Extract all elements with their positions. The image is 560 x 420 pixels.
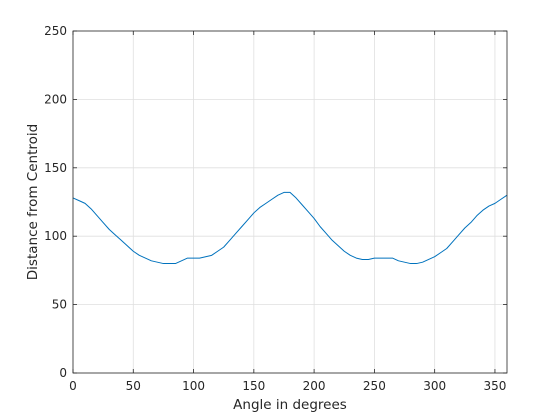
y-tick-label: 50 — [52, 298, 67, 312]
series-line — [72, 191, 508, 265]
x-tick-label: 100 — [182, 379, 205, 393]
x-tick-labels: 0 50 100 150 200 250 300 350 — [69, 379, 506, 393]
x-tick-label: 0 — [69, 379, 77, 393]
x-tick-label: 200 — [303, 379, 326, 393]
x-axis-label: Angle in degrees — [233, 397, 347, 413]
y-tick-label: 150 — [44, 161, 67, 175]
x-gridlines — [72, 31, 496, 373]
series-layer — [72, 191, 508, 265]
x-tick-label: 150 — [242, 379, 265, 393]
y-tick-label: 200 — [44, 92, 67, 106]
x-tick-label: 50 — [126, 379, 141, 393]
plot-area — [73, 31, 507, 373]
y-tick-label: 250 — [44, 24, 67, 38]
y-tick-label: 100 — [44, 229, 67, 243]
y-tick-labels: 0 50 100 150 200 250 — [44, 24, 67, 380]
x-tick-label: 350 — [483, 379, 506, 393]
x-tick-label: 300 — [423, 379, 446, 393]
y-tick-label: 0 — [59, 366, 67, 380]
plot-border — [72, 30, 508, 374]
tick-marks — [72, 30, 507, 374]
x-tick-label: 250 — [363, 379, 386, 393]
y-axis-label: Distance from Centroid — [25, 124, 41, 280]
